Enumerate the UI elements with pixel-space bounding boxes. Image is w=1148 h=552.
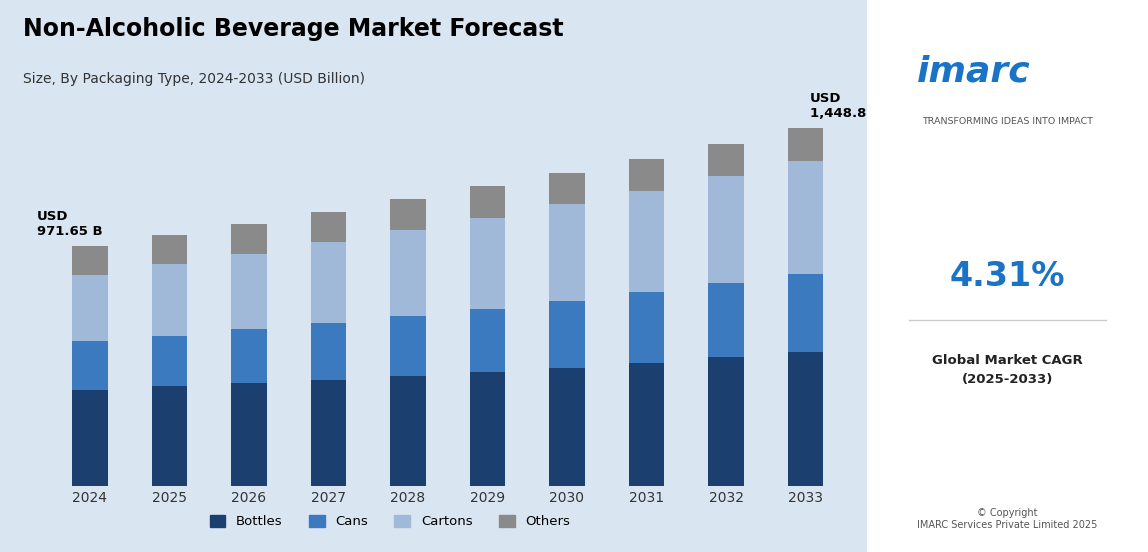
Bar — [390, 230, 426, 316]
Bar — [231, 253, 266, 330]
Bar — [470, 217, 505, 309]
Bar — [231, 224, 266, 253]
Bar — [549, 368, 584, 486]
Bar — [470, 372, 505, 486]
Bar — [470, 187, 505, 217]
Bar — [311, 322, 347, 380]
Text: USD
971.65 B: USD 971.65 B — [37, 210, 103, 238]
Bar — [708, 283, 744, 357]
Bar — [390, 376, 426, 486]
Bar — [549, 301, 584, 368]
Bar — [152, 336, 187, 386]
Bar — [311, 242, 347, 322]
Bar — [629, 293, 665, 363]
Bar — [311, 380, 347, 486]
Bar — [629, 190, 665, 293]
Bar — [72, 246, 108, 275]
Bar — [788, 274, 823, 352]
Bar — [311, 212, 347, 242]
Bar — [152, 386, 187, 486]
Bar — [549, 173, 584, 204]
Text: 4.31%: 4.31% — [949, 259, 1065, 293]
Bar — [72, 390, 108, 486]
Bar — [72, 341, 108, 390]
Bar — [152, 264, 187, 336]
Text: TRANSFORMING IDEAS INTO IMPACT: TRANSFORMING IDEAS INTO IMPACT — [922, 117, 1093, 126]
Bar — [629, 158, 665, 190]
Bar — [708, 144, 744, 177]
Bar — [708, 357, 744, 486]
Bar — [549, 204, 584, 301]
Text: Non-Alcoholic Beverage Market Forecast: Non-Alcoholic Beverage Market Forecast — [23, 17, 564, 40]
Bar — [152, 235, 187, 264]
Text: Size, By Packaging Type, 2024-2033 (USD Billion): Size, By Packaging Type, 2024-2033 (USD … — [23, 72, 365, 86]
Bar — [390, 199, 426, 230]
Bar — [708, 177, 744, 283]
Bar — [470, 309, 505, 372]
Text: imarc: imarc — [917, 55, 1031, 89]
Legend: Bottles, Cans, Cartons, Others: Bottles, Cans, Cartons, Others — [204, 509, 575, 534]
Bar — [788, 352, 823, 486]
Bar — [788, 162, 823, 274]
Bar — [390, 316, 426, 376]
Bar — [72, 275, 108, 341]
Text: Global Market CAGR
(2025-2033): Global Market CAGR (2025-2033) — [932, 354, 1083, 386]
Bar — [788, 128, 823, 162]
Text: USD
1,448.89 B: USD 1,448.89 B — [809, 92, 890, 120]
Bar — [629, 363, 665, 486]
Bar — [231, 383, 266, 486]
Text: © Copyright
IMARC Services Private Limited 2025: © Copyright IMARC Services Private Limit… — [917, 508, 1097, 530]
Bar — [231, 330, 266, 383]
